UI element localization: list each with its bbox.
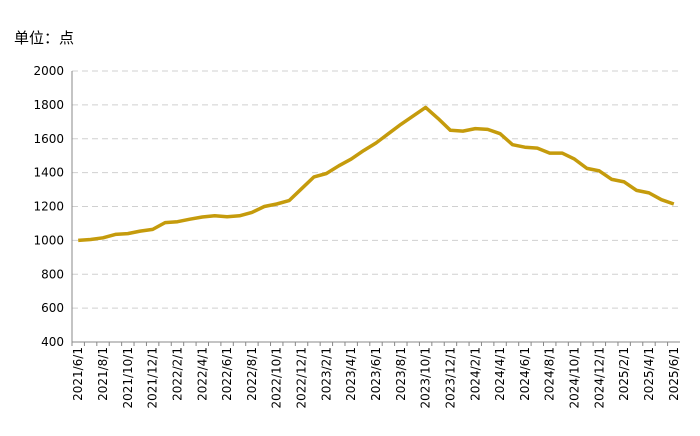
y-tick-label: 1400 xyxy=(33,166,64,180)
x-tick-label: 2023/4/1 xyxy=(344,347,358,401)
y-unit-label: 单位：点 xyxy=(14,29,74,47)
y-tick-label: 1600 xyxy=(33,132,64,146)
x-tick-label: 2021/12/1 xyxy=(146,347,160,409)
x-tick-label: 2025/6/1 xyxy=(667,347,681,401)
y-tick-label: 400 xyxy=(41,335,64,349)
y-tick-label: 1800 xyxy=(33,98,64,112)
x-tick-label: 2021/8/1 xyxy=(96,347,110,401)
x-tick-label: 2024/8/1 xyxy=(543,347,557,401)
x-tick-label: 2024/10/1 xyxy=(568,347,582,409)
y-tick-label: 1200 xyxy=(33,200,64,214)
data-line xyxy=(78,105,675,243)
x-tick-label: 2022/12/1 xyxy=(295,347,309,409)
x-tick-label: 2022/4/1 xyxy=(195,347,209,401)
x-tick-label: 2022/10/1 xyxy=(270,347,284,409)
x-tick-label: 2023/8/1 xyxy=(394,347,408,401)
x-tick-label: 2023/2/1 xyxy=(319,347,333,401)
x-tick-label: 2024/2/1 xyxy=(468,347,482,401)
x-tick-label: 2024/6/1 xyxy=(518,347,532,401)
x-tick-label: 2025/2/1 xyxy=(617,347,631,401)
y-tick-label: 1000 xyxy=(33,233,64,247)
x-tick-label: 2024/12/1 xyxy=(592,347,606,409)
x-tick-label: 2024/4/1 xyxy=(493,347,507,401)
y-tick-label: 600 xyxy=(41,301,64,315)
x-tick-label: 2023/12/1 xyxy=(443,347,457,409)
x-tick-label: 2025/4/1 xyxy=(642,347,656,401)
x-tick-label: 2021/6/1 xyxy=(71,347,85,401)
y-tick-label: 2000 xyxy=(33,64,64,78)
x-tick-label: 2022/8/1 xyxy=(245,347,259,401)
x-tick-label: 2022/2/1 xyxy=(170,347,184,401)
x-tick-label: 2023/10/1 xyxy=(419,347,433,409)
x-tick-label: 2022/6/1 xyxy=(220,347,234,401)
y-tick-label: 800 xyxy=(41,267,64,281)
x-tick-label: 2023/6/1 xyxy=(369,347,383,401)
x-tick-label: 2021/10/1 xyxy=(121,347,135,409)
